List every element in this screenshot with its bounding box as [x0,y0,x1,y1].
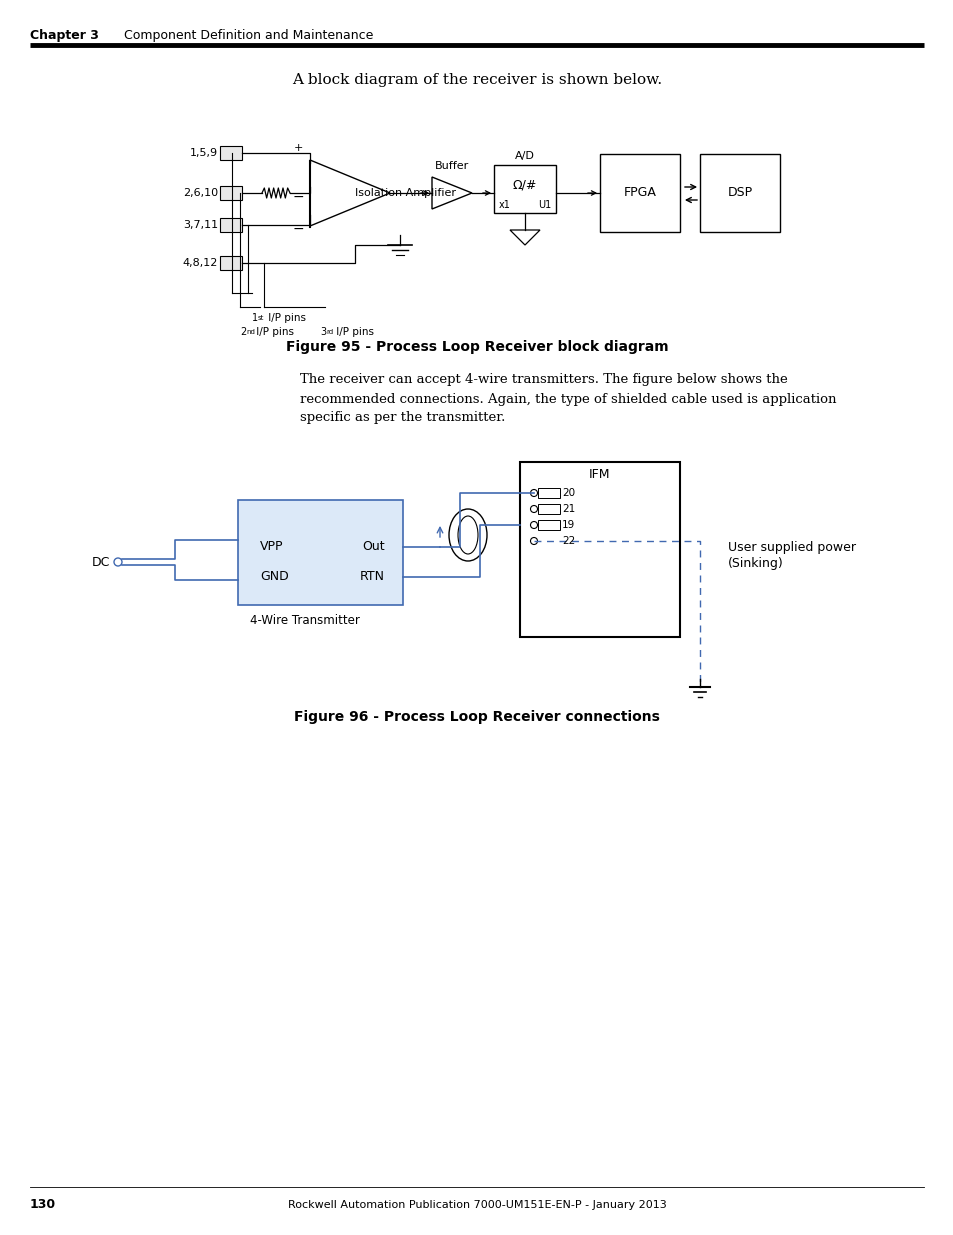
Text: 4-Wire Transmitter: 4-Wire Transmitter [250,614,359,627]
Text: Ω/#: Ω/# [513,179,537,191]
Bar [537,504,559,514]
Text: A block diagram of the receiver is shown below.: A block diagram of the receiver is shown… [292,73,661,86]
Text: specific as per the transmitter.: specific as per the transmitter. [299,411,505,425]
Text: 130: 130 [30,1198,56,1212]
Bar [537,488,559,498]
Text: GND: GND [260,571,289,583]
Text: 3: 3 [319,327,326,337]
Text: RTN: RTN [359,571,385,583]
Text: DC: DC [91,556,110,568]
Bar [599,154,679,232]
Bar [494,165,556,212]
Bar [519,462,679,637]
Text: A/D: A/D [515,151,535,161]
Text: I/P pins: I/P pins [333,327,374,337]
Bar [220,146,242,161]
Text: I/P pins: I/P pins [265,312,306,324]
Text: nd: nd [246,329,254,335]
Bar [220,219,242,232]
Text: 3,7,11: 3,7,11 [183,220,218,230]
Text: U1: U1 [537,200,551,210]
Text: 19: 19 [561,520,575,530]
Text: 20: 20 [561,488,575,498]
Text: The receiver can accept 4-wire transmitters. The figure below shows the: The receiver can accept 4-wire transmitt… [299,373,787,387]
Text: Rockwell Automation Publication 7000-UM151E-EN-P - January 2013: Rockwell Automation Publication 7000-UM1… [287,1200,666,1210]
Text: Buffer: Buffer [435,161,469,170]
Text: Figure 96 - Process Loop Receiver connections: Figure 96 - Process Loop Receiver connec… [294,710,659,724]
Text: 22: 22 [561,536,575,546]
Text: Out: Out [362,541,385,553]
Bar [220,256,242,270]
Text: User supplied power: User supplied power [727,541,855,553]
Text: 4,8,12: 4,8,12 [182,258,218,268]
Text: (Sinking): (Sinking) [727,557,783,569]
Text: recommended connections. Again, the type of shielded cable used is application: recommended connections. Again, the type… [299,393,836,405]
Text: Isolation Amplifier: Isolation Amplifier [355,188,456,198]
Text: +: + [293,143,302,153]
Text: 21: 21 [561,504,575,514]
Text: x1: x1 [498,200,511,210]
Bar [537,520,559,530]
Text: st: st [257,315,264,321]
Bar [220,186,242,200]
Text: 1: 1 [252,312,258,324]
Bar [700,154,780,232]
Text: 1,5,9: 1,5,9 [190,148,218,158]
Text: FPGA: FPGA [623,186,656,200]
Text: DSP: DSP [727,186,752,200]
Text: I/P pins: I/P pins [253,327,294,337]
Text: Chapter 3: Chapter 3 [30,28,99,42]
Text: Component Definition and Maintenance: Component Definition and Maintenance [108,28,373,42]
Text: rd: rd [326,329,333,335]
Text: −: − [292,222,303,236]
Bar [237,500,402,605]
Text: −: − [292,190,303,204]
Text: VPP: VPP [260,541,283,553]
Text: IFM: IFM [589,468,610,482]
Text: 2: 2 [240,327,246,337]
Text: 2,6,10: 2,6,10 [183,188,218,198]
Text: Figure 95 - Process Loop Receiver block diagram: Figure 95 - Process Loop Receiver block … [285,340,668,354]
